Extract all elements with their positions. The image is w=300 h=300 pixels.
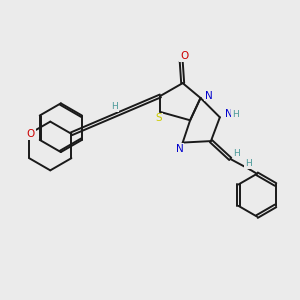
Text: H: H bbox=[111, 102, 118, 111]
Text: O: O bbox=[180, 51, 188, 61]
Text: N: N bbox=[176, 143, 184, 154]
Text: N: N bbox=[226, 109, 233, 119]
Text: N: N bbox=[205, 91, 213, 100]
Text: H: H bbox=[245, 159, 251, 168]
Text: H: H bbox=[232, 110, 239, 119]
Text: S: S bbox=[156, 113, 162, 124]
Text: H: H bbox=[233, 149, 240, 158]
Text: O: O bbox=[26, 129, 35, 139]
